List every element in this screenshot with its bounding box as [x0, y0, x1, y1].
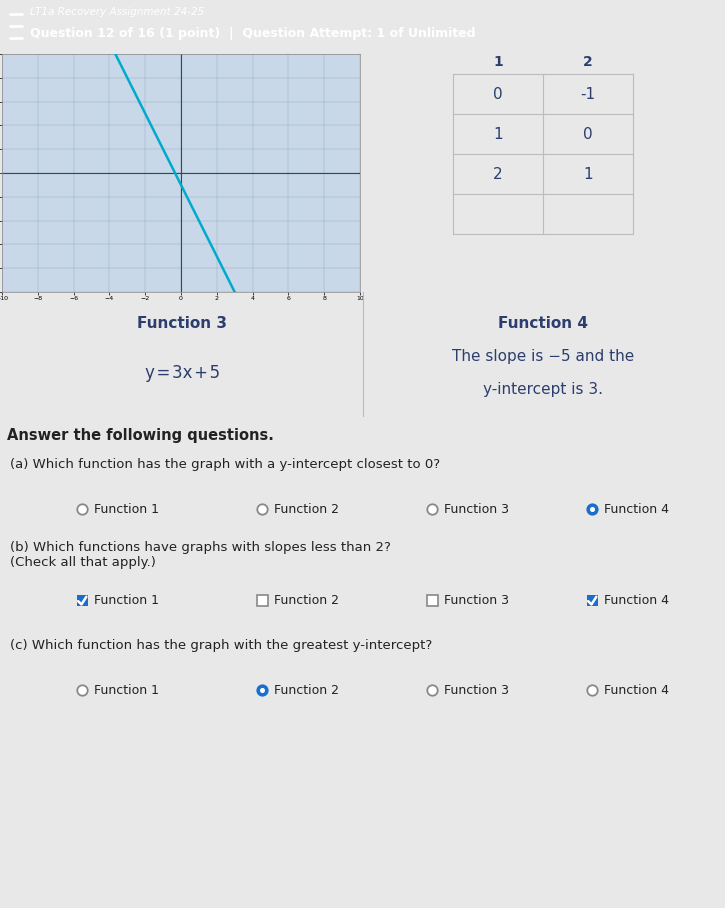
Text: Function 3: Function 3: [444, 684, 509, 697]
Text: 2: 2: [493, 166, 503, 182]
Text: Function 4: Function 4: [604, 684, 669, 697]
Text: 1: 1: [493, 126, 503, 142]
Text: 1: 1: [493, 55, 503, 69]
Text: Question 12 of 16 (1 point)  |  Question Attempt: 1 of Unlimited: Question 12 of 16 (1 point) | Question A…: [30, 27, 476, 41]
Point: [256, 683, 268, 697]
Point: [76, 502, 88, 517]
FancyBboxPatch shape: [587, 595, 597, 607]
Text: Function 3: Function 3: [444, 503, 509, 516]
Text: 0: 0: [583, 126, 593, 142]
Point: [256, 683, 268, 697]
Point: [587, 683, 598, 697]
Text: -1: -1: [581, 86, 595, 102]
Text: Function 1: Function 1: [94, 684, 159, 697]
Text: Function 4: Function 4: [604, 594, 669, 607]
Text: LT1a Recovery Assignment 24-25: LT1a Recovery Assignment 24-25: [30, 7, 204, 17]
Point: [256, 502, 268, 517]
Point: [426, 502, 438, 517]
Text: Function 4: Function 4: [498, 316, 588, 331]
FancyBboxPatch shape: [426, 595, 437, 607]
Text: Function 2: Function 2: [274, 503, 339, 516]
Point: [587, 502, 598, 517]
Text: Function 2: Function 2: [274, 684, 339, 697]
FancyBboxPatch shape: [257, 595, 268, 607]
Text: Function 3: Function 3: [137, 316, 227, 331]
Text: Function 4: Function 4: [604, 503, 669, 516]
Text: 1: 1: [583, 166, 593, 182]
Text: (b) Which functions have graphs with slopes less than 2?: (b) Which functions have graphs with slo…: [10, 541, 391, 554]
Text: The slope is −5 and the: The slope is −5 and the: [452, 350, 634, 364]
Text: (Check all that apply.): (Check all that apply.): [10, 556, 156, 569]
Text: 0: 0: [493, 86, 503, 102]
Point: [587, 502, 598, 517]
Text: (c) Which function has the graph with the greatest y-intercept?: (c) Which function has the graph with th…: [10, 639, 432, 652]
Point: [76, 683, 88, 697]
Text: Answer the following questions.: Answer the following questions.: [7, 429, 274, 443]
Text: Function 1: Function 1: [94, 503, 159, 516]
Text: Function 1: Function 1: [94, 594, 159, 607]
Text: y-intercept is 3.: y-intercept is 3.: [483, 382, 602, 397]
Text: 2: 2: [583, 55, 593, 69]
Point: [426, 683, 438, 697]
Text: Function 3: Function 3: [444, 594, 509, 607]
Text: y = 3x + 5: y = 3x + 5: [145, 364, 220, 382]
FancyBboxPatch shape: [77, 595, 88, 607]
Text: Function 2: Function 2: [274, 594, 339, 607]
Text: (a) Which function has the graph with a y-intercept closest to 0?: (a) Which function has the graph with a …: [10, 458, 440, 471]
